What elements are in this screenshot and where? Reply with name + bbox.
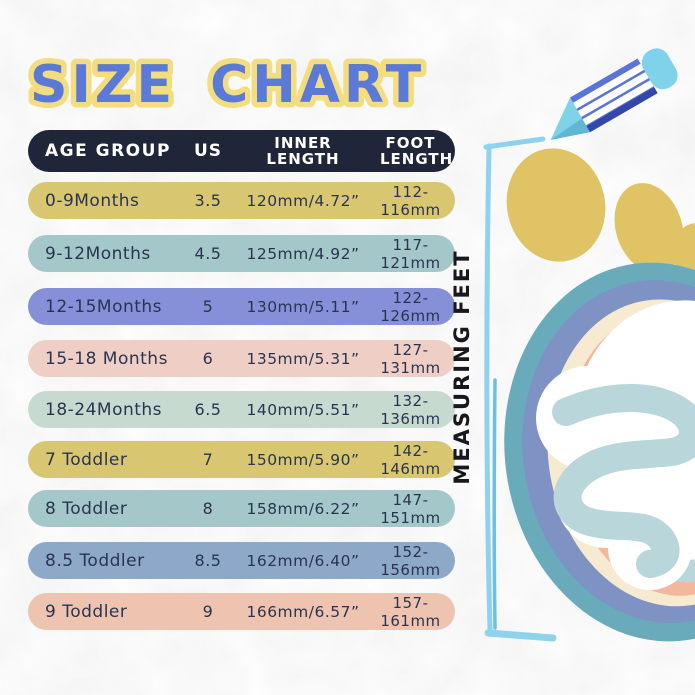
age-group-value: 0-9Months	[45, 190, 140, 211]
inner-length-value: 120mm/4.72”	[246, 191, 360, 210]
age-group-value: 18-24Months	[45, 399, 163, 420]
col-header-inner-length: INNER LENGTH	[266, 133, 340, 168]
us-size-value: 4.5	[194, 244, 222, 263]
age-group-value: 15-18 Months	[45, 348, 168, 369]
table-header-row: AGE GROUP US INNER LENGTH FOOT LENGTH	[28, 130, 455, 172]
measuring-bracket	[483, 136, 557, 642]
us-size-value: 8	[202, 499, 214, 518]
inner-length-value: 158mm/6.22”	[246, 499, 360, 518]
table-row: 9 Toddler 9 166mm/6.57” 157-161mm	[28, 593, 455, 630]
inner-length-value: 125mm/4.92”	[246, 244, 360, 263]
us-size-value: 7	[202, 450, 214, 469]
pencil-icon	[550, 48, 678, 140]
foot-length-value: 142-146mm	[380, 441, 441, 478]
col-header-foot-length: FOOT LENGTH	[380, 133, 454, 168]
inner-length-value: 166mm/6.57”	[246, 602, 360, 621]
us-size-value: 9	[202, 602, 214, 621]
page-title-wrap: SIZE CHART	[25, 50, 427, 121]
us-size-value: 5	[202, 297, 214, 316]
col-header-us: US	[193, 141, 223, 161]
table-row: 15-18 Months 6 135mm/5.31” 127-131mm	[28, 340, 455, 377]
table-row: 0-9Months 3.5 120mm/4.72” 112-116mm	[28, 182, 455, 219]
us-size-value: 8.5	[194, 551, 222, 570]
page-title: SIZE CHART	[30, 55, 425, 115]
middle-toe	[614, 183, 684, 273]
inner-length-value: 162mm/6.40”	[246, 551, 360, 570]
inner-length-value: 150mm/5.90”	[246, 450, 360, 469]
foot-length-value: 127-131mm	[380, 340, 441, 377]
us-size-value: 3.5	[194, 191, 222, 210]
baby-footprint-icon	[504, 148, 695, 642]
table-row: 8 Toddler 8 158mm/6.22” 147-151mm	[28, 490, 455, 527]
table-row: 18-24Months 6.5 140mm/5.51” 132-136mm	[28, 391, 455, 428]
table-row: 8.5 Toddler 8.5 162mm/6.40” 152-156mm	[28, 542, 455, 579]
age-group-value: 7 Toddler	[45, 449, 128, 470]
measuring-feet-label: MEASURING FEET	[450, 249, 474, 485]
table-row: 12-15Months 5 130mm/5.11” 122-126mm	[28, 288, 455, 325]
table-row: 9-12Months 4.5 125mm/4.92” 117-121mm	[28, 235, 455, 272]
inner-length-value: 140mm/5.51”	[246, 400, 360, 419]
inner-length-value: 130mm/5.11”	[246, 297, 360, 316]
col-header-age-group: AGE GROUP	[45, 141, 171, 161]
age-group-value: 9 Toddler	[45, 601, 128, 622]
foot-illustration	[483, 48, 695, 642]
age-group-value: 9-12Months	[45, 243, 151, 264]
us-size-value: 6.5	[194, 400, 222, 419]
age-group-value: 12-15Months	[45, 296, 163, 317]
age-group-value: 8 Toddler	[45, 498, 128, 519]
foot-length-value: 157-161mm	[380, 593, 441, 630]
foot-arch-blob	[536, 300, 695, 590]
foot-length-value: 122-126mm	[380, 288, 441, 325]
foot-length-value: 132-136mm	[380, 391, 441, 428]
inner-length-value: 135mm/5.31”	[246, 349, 360, 368]
us-size-value: 6	[202, 349, 214, 368]
foot-length-value: 117-121mm	[380, 235, 441, 272]
age-group-value: 8.5 Toddler	[45, 550, 145, 571]
foot-length-value: 152-156mm	[380, 542, 441, 579]
table-row: 7 Toddler 7 150mm/5.90” 142-146mm	[28, 441, 455, 478]
foot-length-value: 147-151mm	[380, 490, 441, 527]
big-toe	[506, 148, 606, 262]
foot-length-value: 112-116mm	[380, 182, 441, 219]
